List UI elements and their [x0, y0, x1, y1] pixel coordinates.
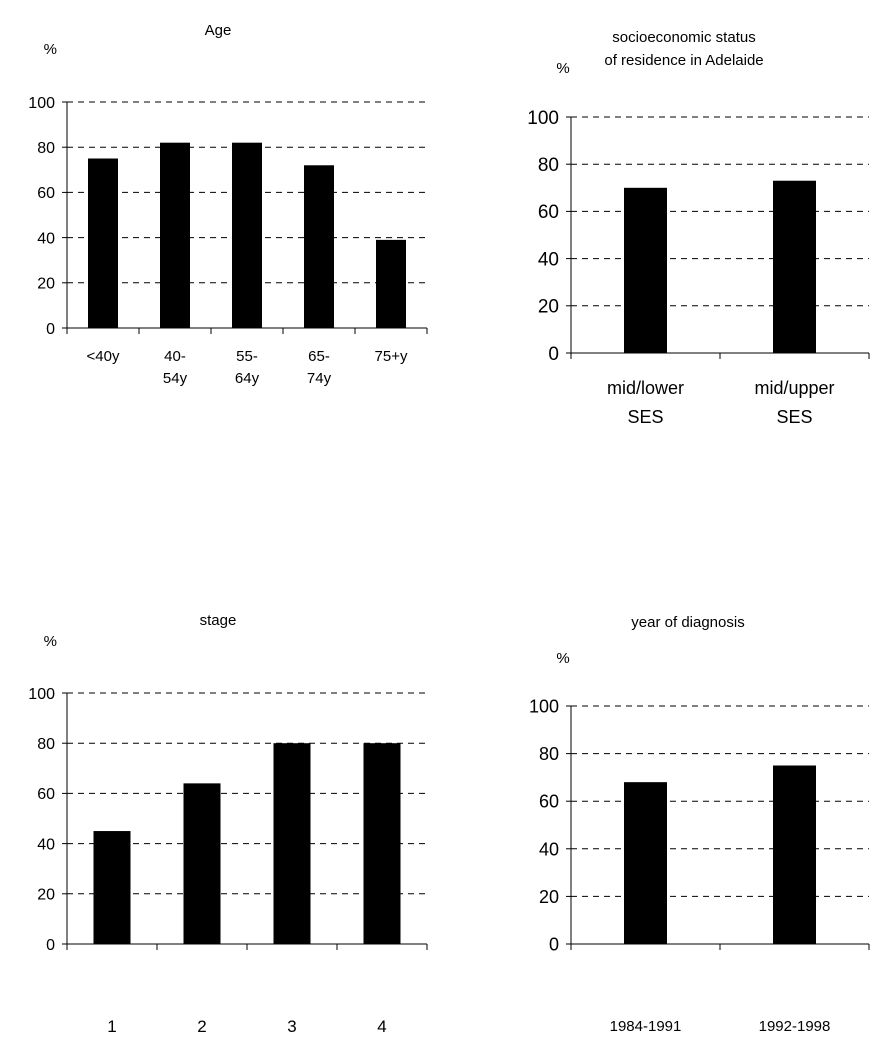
- y-tick-label: 40: [37, 230, 55, 247]
- bar-1: [93, 831, 131, 944]
- y-tick-label: 60: [37, 786, 55, 803]
- y-tick-label: 40: [538, 249, 559, 270]
- bar-1: [624, 782, 667, 944]
- x-category-label: mid/upper: [754, 378, 834, 398]
- bar-2: [773, 180, 816, 353]
- chart-panel-3: stage% 0 20 40 60 80 100 1 2 3 4: [28, 612, 428, 1036]
- bar-4: [363, 743, 401, 944]
- chart-title-line: of residence in Adelaide: [604, 52, 763, 69]
- bar-1: [624, 187, 667, 353]
- y-tick-label: 80: [37, 736, 55, 753]
- chart-title-line: year of diagnosis: [631, 614, 744, 631]
- y-tick-label: 20: [539, 887, 559, 907]
- bar-2: [160, 142, 190, 328]
- y-axis-unit-label: %: [44, 633, 57, 650]
- y-tick-label: 100: [28, 95, 55, 112]
- y-tick-label: 100: [529, 696, 559, 716]
- y-axis-unit-label: %: [556, 650, 569, 667]
- x-category-label: SES: [627, 407, 663, 427]
- y-tick-label: 0: [46, 321, 55, 338]
- bar-3: [273, 743, 311, 944]
- y-tick-label: 40: [539, 839, 559, 859]
- bar-5: [376, 239, 406, 328]
- bar-1: [88, 158, 118, 328]
- chart-title-line: stage: [200, 612, 237, 629]
- x-category-label: 3: [287, 1017, 296, 1036]
- y-axis-unit-label: %: [44, 41, 57, 58]
- y-tick-label: 60: [538, 202, 559, 223]
- chart-panel-4: year of diagnosis% 0 20 40 60 80 100 1984-1991 1…: [529, 614, 870, 1035]
- bar-2: [773, 765, 816, 944]
- x-category-label: mid/lower: [607, 378, 684, 398]
- chart-title-line: Age: [205, 22, 232, 39]
- y-tick-label: 40: [37, 836, 55, 853]
- x-category-label: <40y: [87, 348, 120, 365]
- x-category-label: 1: [107, 1017, 116, 1036]
- y-axis-unit-label: %: [556, 60, 569, 77]
- x-category-label: 64y: [235, 370, 260, 387]
- x-category-label: 2: [197, 1017, 206, 1036]
- y-tick-label: 20: [37, 276, 55, 293]
- y-tick-label: 80: [37, 140, 55, 157]
- x-category-label: 4: [377, 1017, 386, 1036]
- y-tick-label: 0: [46, 937, 55, 954]
- x-category-label: 55-: [236, 348, 258, 365]
- y-tick-label: 0: [548, 344, 559, 365]
- x-category-label: 74y: [307, 370, 332, 387]
- x-category-label: 40-: [164, 348, 186, 365]
- chart-title-line: socioeconomic status: [612, 29, 755, 46]
- y-tick-label: 60: [37, 185, 55, 202]
- x-category-label: 65-: [308, 348, 330, 365]
- y-tick-label: 80: [539, 744, 559, 764]
- y-tick-label: 0: [549, 934, 559, 954]
- bar-4: [304, 165, 334, 328]
- x-category-label: 1992-1998: [759, 1018, 831, 1035]
- x-category-label: 1984-1991: [610, 1018, 682, 1035]
- y-tick-label: 60: [539, 792, 559, 812]
- y-tick-label: 20: [538, 297, 559, 318]
- x-category-label: SES: [776, 407, 812, 427]
- bar-2: [183, 783, 221, 944]
- chart-panel-1: Age% 0 20 40 60 80 100 <40y 40- 54y 55- 64y 65- 74y 75…: [28, 22, 428, 387]
- y-tick-label: 100: [527, 108, 559, 129]
- bar-3: [232, 142, 262, 328]
- y-tick-label: 100: [28, 686, 55, 703]
- x-category-label: 75+y: [375, 348, 408, 365]
- y-tick-label: 20: [37, 887, 55, 904]
- x-category-label: 54y: [163, 370, 188, 387]
- y-tick-label: 80: [538, 155, 559, 176]
- chart-panel-2: socioeconomic status of residence in Adel…: [527, 29, 870, 427]
